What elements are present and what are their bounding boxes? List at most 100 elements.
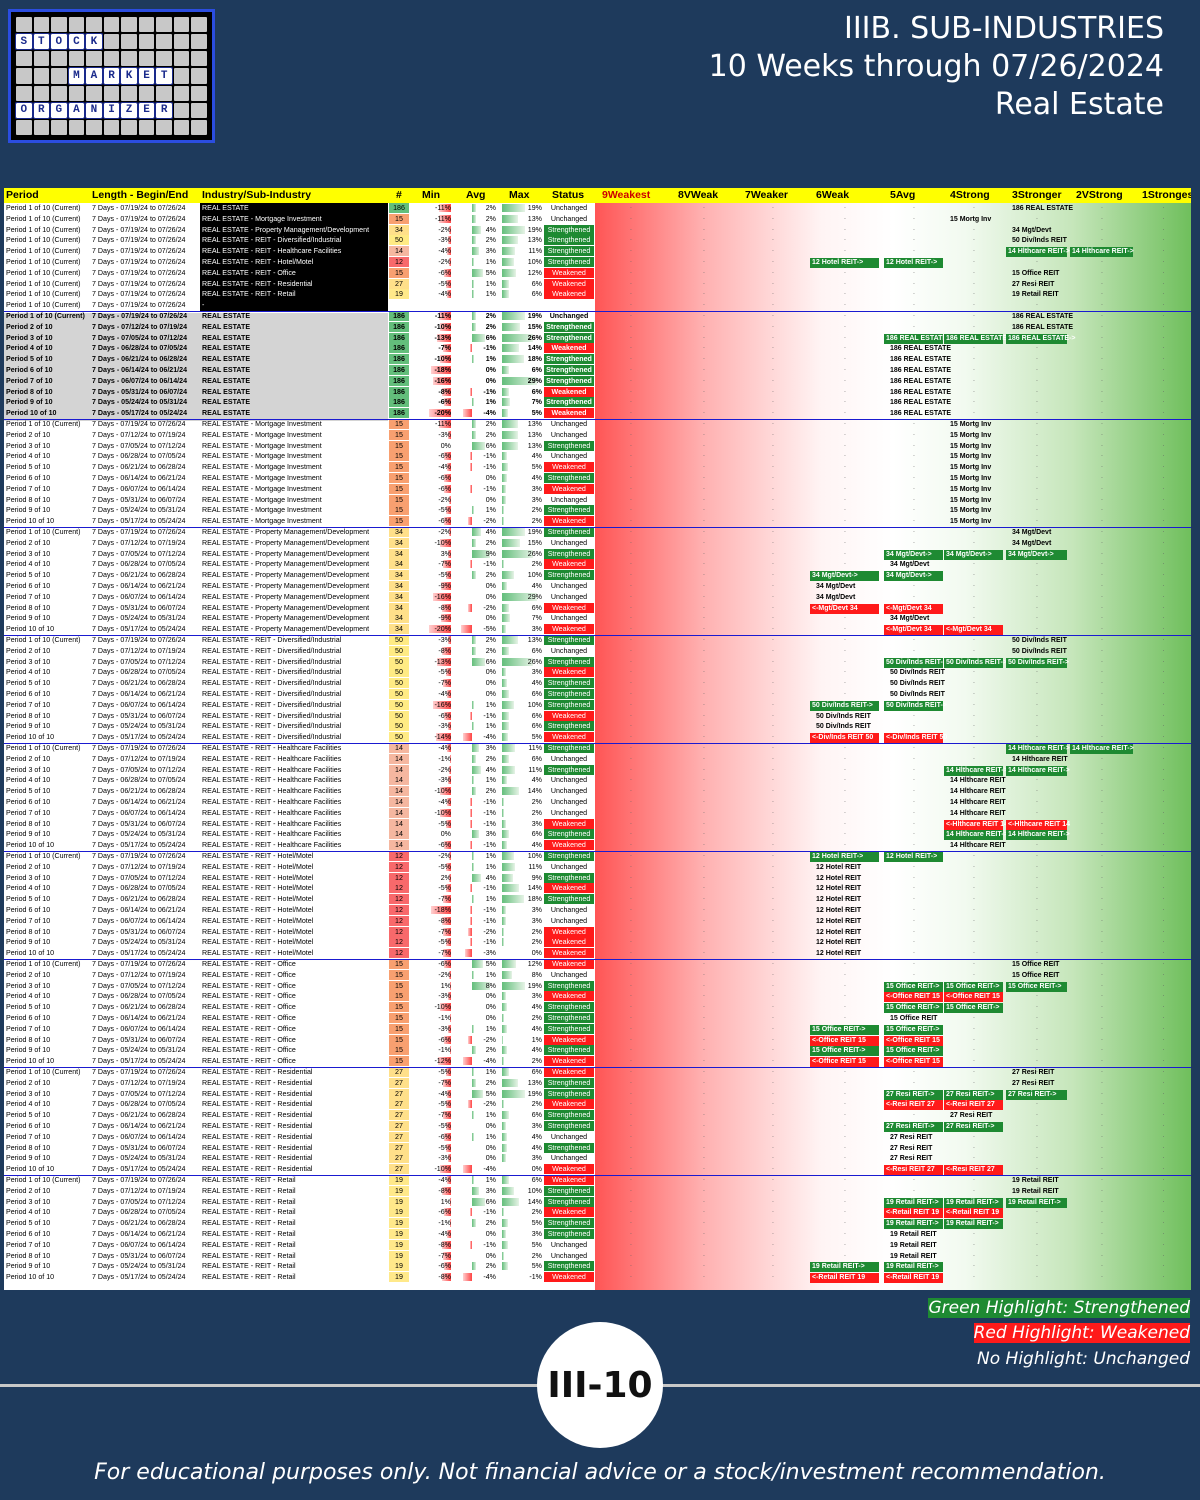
max-cell: 13% — [527, 636, 542, 644]
empty-cell-dot: . — [703, 1175, 705, 1182]
logo-tile — [103, 85, 120, 101]
empty-cell-dot: . — [703, 548, 705, 556]
table-row: Period 3 of 10 7 Days - 07/05/24 to 07/12… — [4, 1196, 1191, 1208]
min-bar — [444, 960, 451, 968]
length-cell: 7 Days - 06/28/24 to 07/05/24 — [92, 452, 186, 461]
empty-cell-dot: . — [1036, 1175, 1038, 1182]
period-cell: Period 6 of 10 — [6, 906, 51, 914]
min-bar — [447, 636, 451, 644]
avg-cell: 4% — [485, 225, 496, 234]
min-cell: -3% — [438, 992, 451, 1001]
period-cell: Period 8 of 10 — [6, 387, 53, 396]
strength-label: 50 Div/Inds REIT-> — [884, 657, 947, 668]
empty-cell-dot: . — [630, 408, 632, 416]
section-separator — [4, 311, 1191, 312]
period-cell: Period 4 of 10 — [6, 776, 51, 785]
max-cell: -1% — [529, 1273, 542, 1282]
avg-bar — [469, 344, 472, 353]
industry-cell: REAL ESTATE - REIT - Office — [202, 1057, 296, 1066]
strength-label: 15 Office REIT — [1012, 961, 1060, 968]
status-cell: Weakened — [544, 818, 594, 829]
empty-cell-dot: . — [1036, 1239, 1038, 1247]
max-cell: 4% — [531, 582, 542, 590]
empty-cell-dot: . — [703, 786, 705, 794]
status-cell: Unchanged — [550, 646, 588, 655]
status-cell: Strengthened — [544, 1002, 594, 1013]
min-bar — [446, 290, 451, 299]
avg-bar — [469, 819, 472, 828]
max-bar — [502, 1132, 507, 1141]
status-cell: Weakened — [544, 937, 594, 948]
empty-cell-dot: . — [703, 926, 705, 934]
min-bar — [449, 1046, 451, 1055]
min-bar — [444, 452, 451, 461]
empty-cell-dot: . — [630, 959, 632, 966]
empty-cell-dot: . — [1101, 1164, 1103, 1172]
industry-cell: REAL ESTATE - REIT - Hotel/Motel — [202, 916, 314, 925]
empty-cell-dot: . — [1036, 926, 1038, 934]
status-cell: Unchanged — [549, 312, 589, 320]
strength-label: 186 REAL ESTATE — [890, 399, 952, 407]
period-cell: Period 2 of 10 — [6, 862, 51, 871]
empty-cell-dot: . — [844, 375, 846, 383]
avg-bar — [463, 1273, 472, 1282]
period-cell: Period 8 of 10 — [6, 1035, 51, 1044]
strength-cells: ......... — [595, 970, 1191, 980]
logo-tile — [33, 119, 50, 135]
empty-cell-dot: . — [703, 354, 705, 362]
strength-label: 15 Mortg Inv — [950, 518, 992, 526]
empty-cell-dot: . — [772, 926, 774, 934]
avg-cell: 0% — [485, 592, 496, 601]
status-cell: Strengthened — [544, 365, 594, 375]
strength-label: 186 REAL ESTATE — [1012, 205, 1074, 212]
empty-cell-dot: . — [1036, 840, 1038, 848]
min-bar — [442, 387, 451, 396]
empty-cell-dot: . — [1162, 1013, 1165, 1020]
avg-bar — [472, 1262, 477, 1271]
strength-label: 15 Office REIT-> — [884, 1003, 943, 1014]
empty-cell-dot: . — [1101, 1034, 1103, 1042]
empty-cell-dot: . — [973, 527, 975, 534]
length-cell: 7 Days - 07/12/24 to 07/19/24 — [92, 538, 186, 547]
count-cell: 15 — [389, 440, 409, 451]
empty-cell-dot: . — [1162, 656, 1165, 664]
strength-label: 27 Resi REIT — [1012, 1079, 1055, 1087]
logo-tile — [121, 34, 137, 50]
industry-cell: REAL ESTATE - REIT - Hotel/Motel — [202, 884, 314, 893]
max-cell: 18% — [527, 355, 542, 364]
strength-cells: ......... — [595, 268, 1191, 278]
period-cell: Period 9 of 10 — [6, 830, 51, 839]
empty-cell-dot: . — [1162, 1121, 1165, 1128]
status-cell: Unchanged — [550, 862, 588, 871]
empty-cell-dot: . — [703, 689, 705, 696]
length-cell: 7 Days - 06/28/24 to 07/05/24 — [92, 776, 186, 785]
status-cell: Strengthened — [544, 851, 594, 861]
max-cell: 0% — [531, 1165, 542, 1174]
empty-cell-dot: . — [1101, 840, 1103, 848]
empty-cell-dot: . — [630, 732, 632, 740]
max-bar — [502, 549, 534, 558]
length-cell: 7 Days - 07/19/24 to 07/26/24 — [92, 528, 186, 536]
empty-cell-dot: . — [630, 321, 632, 329]
strength-label: 50 Div/Inds REIT — [1012, 637, 1067, 644]
empty-cell-dot: . — [913, 1110, 915, 1118]
empty-cell-dot: . — [630, 386, 632, 394]
industry-cell: REAL ESTATE - REIT - Residential — [202, 1111, 313, 1120]
avg-cell: -2% — [483, 927, 496, 936]
empty-cell-dot: . — [1162, 397, 1165, 405]
avg-bar — [469, 452, 472, 461]
empty-cell-dot: . — [772, 969, 774, 977]
min-bar — [449, 981, 451, 990]
avg-bar — [472, 1078, 477, 1087]
table-row: Period 1 of 10 (Current) 7 Days - 07/19/2… — [4, 278, 1191, 290]
disclaimer-footer: For educational purposes only. Not finan… — [94, 1460, 1106, 1485]
avg-bar — [472, 322, 477, 331]
logo-tile — [173, 17, 190, 33]
table-row: Period 5 of 10 7 Days - 06/21/24 to 06/28… — [4, 678, 1191, 689]
empty-cell-dot: . — [703, 969, 705, 977]
empty-cell-dot: . — [913, 311, 915, 318]
empty-cell-dot: . — [973, 429, 975, 437]
col-header-status: Status — [552, 189, 585, 201]
avg-bar — [467, 1035, 472, 1044]
industry-cell: REAL ESTATE - REIT - Hotel/Motel — [202, 895, 314, 904]
